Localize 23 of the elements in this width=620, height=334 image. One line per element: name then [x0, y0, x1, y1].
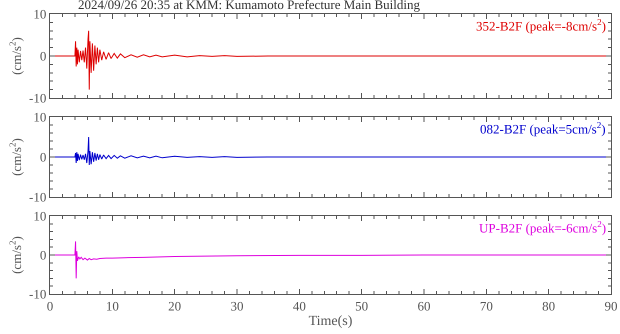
x-tick-label: 10	[106, 298, 119, 314]
series-label: 082-B2F (peak=5cm/s$^{2}$)	[480, 120, 606, 136]
series-label: UP-B2F (peak=-6cm/s$^{2}$)	[479, 219, 606, 236]
x-tick-label: 80	[542, 298, 556, 314]
y-tick-label: -10	[29, 286, 46, 302]
chart-title: 2024/09/26 20:35 at KMM: Kumamoto Prefecture Main Building	[78, 0, 420, 12]
y-tick-label: -10	[29, 190, 46, 205]
x-tick-label: 50	[355, 298, 368, 314]
x-tick-label: 20	[168, 298, 182, 314]
x-tick-label: 70	[480, 298, 493, 314]
x-tick-label: 30	[230, 298, 244, 314]
y-tick-label: 0	[40, 48, 46, 64]
y-tick-label: 0	[40, 150, 46, 165]
series-label: 352-B2F (peak=-8cm/s$^{2}$)	[476, 17, 606, 34]
x-axis-title: Time(s)	[308, 314, 353, 329]
y-tick-label: 0	[40, 248, 46, 263]
x-tick-label: 60	[418, 298, 430, 314]
x-tick-label: 90	[604, 298, 618, 314]
y-tick-label: 10	[33, 110, 46, 125]
y-tick-label: -10	[29, 90, 46, 106]
y-tick-label: 10	[33, 208, 46, 224]
x-tick-label: 40	[292, 298, 306, 314]
y-tick-label: 10	[33, 6, 46, 22]
